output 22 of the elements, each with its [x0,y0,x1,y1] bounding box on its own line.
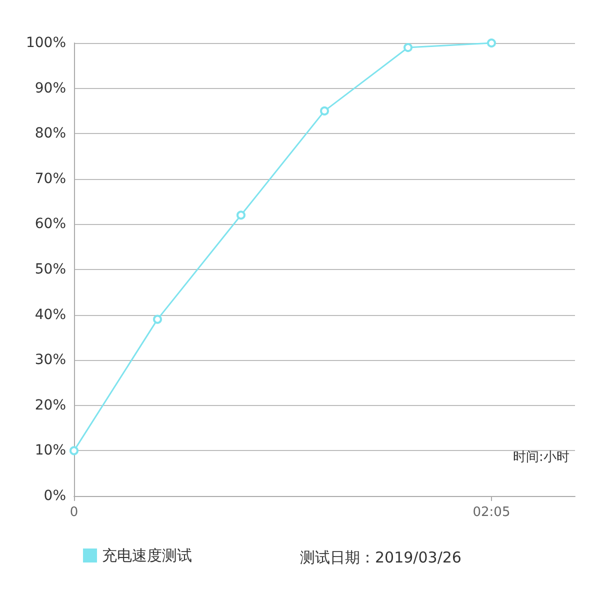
x-tick-label: 0 [70,505,78,520]
y-tick-label: 70% [34,170,66,187]
y-tick-label: 80% [34,126,66,142]
y-tick-label: 90% [34,80,66,96]
y-tick-label: 50% [34,262,66,278]
x-tick-label: 02:05 [472,505,510,520]
point [320,106,329,116]
y-tick-label: 100% [26,35,66,51]
legend-label: 充电速度测试 [102,546,192,564]
point [153,314,162,324]
y-tick-label: 10% [34,442,66,459]
y-tick-label: 30% [34,352,66,368]
text: 测试日期：2019/03/26 [300,548,462,566]
point [487,38,496,48]
point [404,43,413,52]
point [70,446,78,456]
x-axis-title: 时间:小时 [513,450,570,465]
y-tick-label: 0% [44,488,66,504]
y-tick-label: 20% [34,397,66,414]
y-tick-label: 40% [34,306,66,323]
point [236,210,246,220]
y-tick-label: 60% [34,216,66,232]
